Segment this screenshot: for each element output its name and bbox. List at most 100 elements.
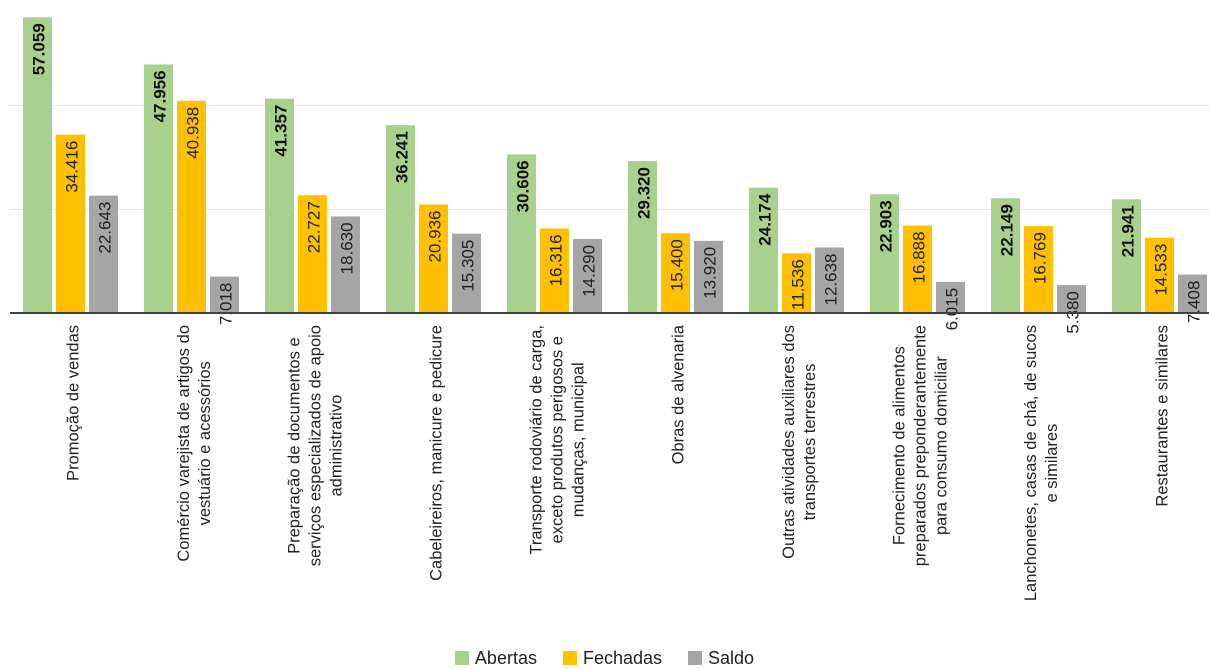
bar-fechadas-6 [782,253,811,313]
category-label-line-4-1: exceto produtos perigosos e [549,336,567,543]
bar-fechadas-5 [661,233,690,313]
category-label-line-7-1: preparados preponderantemente [912,325,930,566]
bar-abertas-9 [1112,199,1141,313]
bar-saldo-2 [331,216,360,313]
legend-label-abertas: Abertas [474,647,537,668]
value-labels: 57.059 34.416 22.643 47.956 40.938 7.018 41.35… [30,23,1204,333]
category-label-line-6-1: transportes terrestres [801,364,819,521]
legend: Abertas Fechadas Saldo [0,647,1209,669]
value-label-abertas-1: 47.956 [151,70,170,122]
category-label-line-2-1: serviços especializados de apoio [307,325,325,566]
category-labels: Promoção de vendas Comércio varejista de … [65,324,1172,601]
bar-abertas-1 [144,64,173,313]
value-label-fechadas-4: 16.316 [547,234,566,286]
legend-swatch-saldo [688,651,703,665]
category-label-0: Promoção de vendas [65,325,83,481]
bar-fechadas-2 [298,195,327,313]
category-label-line-2-0: Preparação de documentos e [286,337,304,553]
bar-saldo-8 [1057,285,1086,313]
category-label-7: Fornecimento de alimentos preparados prep… [891,325,951,566]
value-label-saldo-5: 13.920 [701,247,720,299]
legend-item-fechadas: Fechadas [562,647,663,669]
value-label-saldo-0: 22.643 [96,202,115,254]
value-label-abertas-4: 30.606 [514,160,533,212]
value-label-fechadas-7: 16.888 [910,231,929,283]
bar-saldo-6 [815,247,844,313]
legend-swatch-fechadas [562,651,577,665]
value-label-saldo-7: 6.015 [943,288,962,331]
category-label-line-4-0: Transporte rodoviário de carga, [528,325,546,555]
bar-fechadas-3 [419,204,448,313]
value-label-saldo-4: 14.290 [580,245,599,297]
bar-saldo-9 [1178,274,1207,313]
category-label-line-0-0: Promoção de vendas [65,325,83,481]
category-label-9: Restaurantes e similares [1154,325,1172,507]
bar-abertas-4 [507,154,536,313]
legend-item-abertas: Abertas [454,647,537,669]
category-label-line-7-0: Fornecimento de alimentos [891,346,909,545]
bars [23,17,1207,314]
value-label-fechadas-9: 14.533 [1152,244,1171,296]
legend-swatch-abertas [454,651,469,665]
value-label-fechadas-2: 22.727 [305,201,324,253]
bar-fechadas-9 [1145,237,1174,313]
bar-abertas-0 [23,17,52,314]
value-label-fechadas-8: 16.769 [1031,232,1050,284]
value-label-fechadas-6: 11.536 [789,259,808,310]
category-label-line-1-1: vestuário e acessórios [196,361,214,525]
value-label-abertas-8: 22.149 [998,204,1017,256]
category-label-line-2-2: administrativo [328,395,346,497]
bar-saldo-7 [936,281,965,313]
bar-abertas-2 [265,98,294,314]
value-label-saldo-6: 12.638 [822,253,841,305]
category-label-2: Preparação de documentos e serviços espec… [286,325,346,566]
bar-saldo-5 [694,240,723,313]
value-label-abertas-9: 21.941 [1119,205,1138,257]
value-label-abertas-0: 57.059 [30,23,49,75]
category-label-line-1-0: Comércio varejista de artigos do [175,325,193,562]
category-label-line-9-0: Restaurantes e similares [1154,325,1172,507]
value-label-saldo-2: 18.630 [338,222,357,274]
category-label-line-4-2: mudanças, municipal [570,362,588,517]
bar-fechadas-1 [177,100,206,313]
bar-abertas-7 [870,194,899,313]
bar-fechadas-0 [56,134,85,313]
value-label-fechadas-5: 15.400 [668,239,687,291]
bar-saldo-0 [89,195,118,313]
bar-fechadas-7 [903,225,932,313]
category-label-line-8-0: Lanchonetes, casas de chá, de sucos [1022,325,1040,601]
bar-abertas-6 [749,187,778,313]
category-label-line-8-1: e similares [1043,424,1061,503]
bar-fechadas-4 [540,228,569,313]
value-label-fechadas-0: 34.416 [63,141,82,193]
category-label-line-3-0: Cabeleireiros, manicure e pedicure [428,325,446,581]
legend-label-saldo: Saldo [708,647,755,668]
bar-abertas-3 [386,125,415,313]
value-label-abertas-6: 24.174 [756,193,775,246]
value-label-saldo-1: 7.018 [217,283,236,326]
category-label-6: Outras atividades auxiliares dos transpor… [780,325,819,559]
category-label-3: Cabeleireiros, manicure e pedicure [428,325,446,581]
value-label-saldo-9: 7.408 [1185,281,1204,324]
legend-label-fechadas: Fechadas [582,647,663,668]
bar-saldo-4 [573,238,602,313]
category-label-line-7-2: para consumo domiciliar [933,356,951,535]
value-label-fechadas-1: 40.938 [184,107,203,159]
category-label-1: Comércio varejista de artigos do vestuári… [175,325,214,562]
bar-fechadas-8 [1024,226,1053,313]
category-label-line-6-0: Outras atividades auxiliares dos [780,325,798,559]
value-label-saldo-3: 15.305 [459,240,478,292]
category-label-5: Obras de alvenaria [670,324,688,464]
value-label-abertas-3: 36.241 [393,131,412,183]
category-label-line-5-0: Obras de alvenaria [670,324,688,464]
value-label-abertas-2: 41.357 [272,105,291,157]
value-label-fechadas-3: 20.936 [426,210,445,262]
legend-item-saldo: Saldo [688,648,754,669]
bar-abertas-5 [628,161,657,313]
value-label-abertas-5: 29.320 [635,167,654,219]
bar-saldo-3 [452,233,481,313]
bar-saldo-1 [210,276,239,313]
bar-abertas-8 [991,198,1020,313]
category-label-4: Transporte rodoviário de carga, exceto pr… [528,325,588,555]
